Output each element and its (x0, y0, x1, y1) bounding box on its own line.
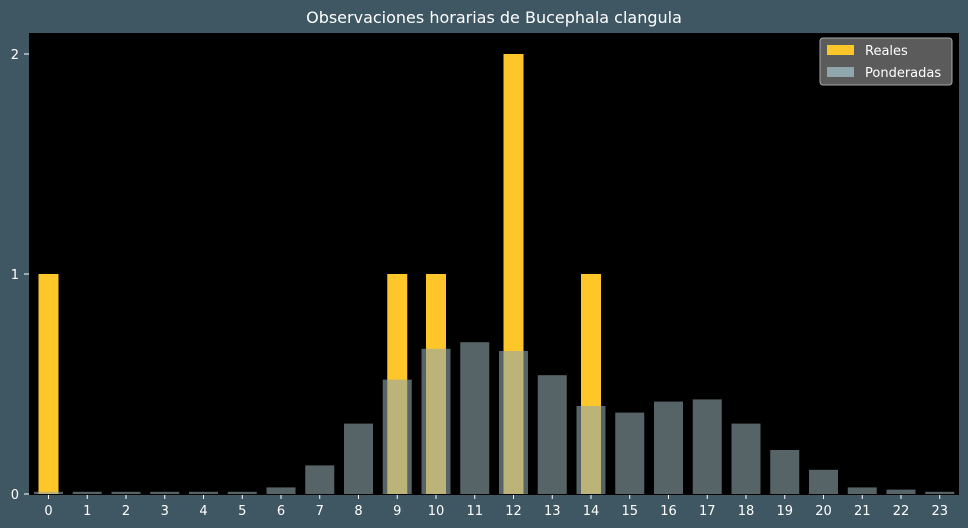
bar-ponderadas-3 (150, 491, 180, 494)
bar-ponderadas-22 (886, 489, 916, 494)
bar-ponderadas-17 (692, 399, 722, 494)
bar-ponderadas-12 (499, 351, 528, 494)
x-tick-label-16: 16 (660, 504, 677, 519)
x-tick-label-22: 22 (893, 504, 910, 519)
x-axis: 0 1 2 3 4 5 6 7 8 9 10 11 12 13 14 15 16 17 18 19 20 21 22 23 (44, 495, 948, 519)
legend-label-ponderadas: Ponderadas (865, 66, 941, 81)
x-tick-label-23: 23 (931, 504, 948, 519)
bar-ponderadas-7 (305, 465, 335, 494)
y-tick-label-1: 1 (11, 268, 19, 283)
legend-swatch-ponderadas (827, 67, 854, 77)
bar-ponderadas-23 (925, 491, 955, 494)
x-tick-label-4: 4 (199, 504, 207, 519)
x-tick-label-2: 2 (122, 504, 130, 519)
x-tick-label-5: 5 (238, 504, 246, 519)
bar-ponderadas-9 (382, 379, 412, 494)
bar-ponderadas-5 (227, 491, 257, 494)
plot-area (29, 33, 959, 495)
bar-ponderadas-13 (537, 375, 567, 494)
x-tick-label-6: 6 (277, 504, 285, 519)
x-tick-label-12: 12 (505, 504, 522, 519)
bar-reales-0 (38, 274, 59, 494)
bar-ponderadas-8 (344, 423, 373, 494)
legend-swatch-reales (827, 45, 854, 55)
x-tick-label-14: 14 (583, 504, 600, 519)
bar-ponderadas-19 (770, 450, 800, 494)
legend: Reales Ponderadas (819, 37, 953, 86)
bar-ponderadas-6 (266, 487, 296, 494)
y-tick-label-0: 0 (11, 488, 19, 503)
y-tick-label-2: 2 (11, 48, 19, 63)
x-tick-label-0: 0 (44, 504, 52, 519)
bar-ponderadas-15 (615, 412, 645, 494)
x-tick-label-1: 1 (83, 504, 91, 519)
legend-label-reales: Reales (865, 44, 908, 59)
x-tick-label-7: 7 (316, 504, 324, 519)
x-tick-label-21: 21 (854, 504, 871, 519)
x-tick-label-18: 18 (738, 504, 755, 519)
bar-ponderadas-2 (111, 491, 141, 494)
x-tick-label-20: 20 (815, 504, 832, 519)
bar-ponderadas-11 (460, 342, 490, 494)
x-tick-label-13: 13 (544, 504, 561, 519)
plot-content (34, 54, 955, 494)
x-tick-label-9: 9 (393, 504, 401, 519)
bar-ponderadas-0 (34, 491, 63, 494)
bar-ponderadas-18 (731, 423, 761, 494)
bar-ponderadas-14 (576, 406, 606, 494)
y-axis: 0 1 2 (11, 48, 29, 503)
x-tick-label-8: 8 (354, 504, 362, 519)
x-tick-label-3: 3 (161, 504, 169, 519)
x-tick-label-17: 17 (699, 504, 716, 519)
bar-ponderadas-20 (809, 469, 838, 494)
bar-ponderadas-16 (654, 401, 683, 494)
x-tick-label-11: 11 (466, 504, 483, 519)
bar-ponderadas-10 (421, 348, 451, 494)
x-tick-label-10: 10 (428, 504, 445, 519)
bar-ponderadas-21 (847, 487, 877, 494)
bar-ponderadas-1 (72, 491, 102, 494)
bar-ponderadas-4 (189, 491, 218, 494)
chart-title: Observaciones horarias de Bucephala clan… (306, 8, 682, 27)
x-tick-label-19: 19 (776, 504, 793, 519)
x-tick-label-15: 15 (621, 504, 638, 519)
